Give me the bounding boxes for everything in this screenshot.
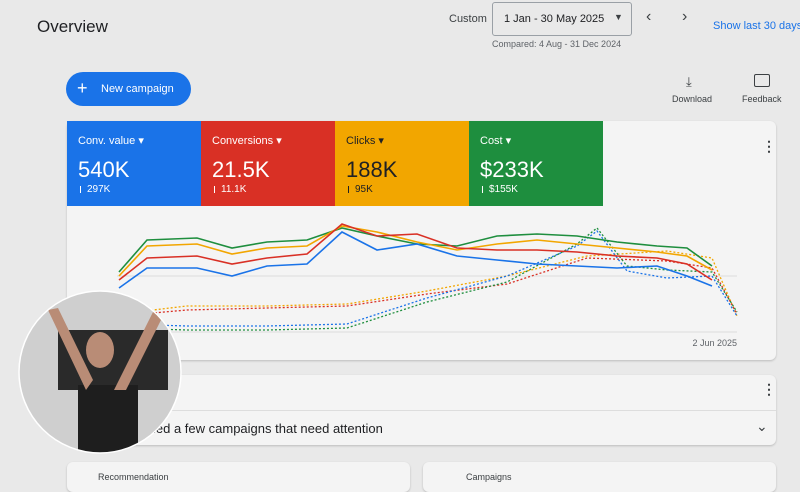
attention-row[interactable] — [67, 410, 776, 446]
download-label[interactable]: Download — [672, 94, 713, 104]
metric-value: $233K — [480, 157, 544, 182]
metric-tile[interactable]: Conversions ▾ 21.5K 11.1K — [201, 121, 335, 206]
compared: Compared: 4 Aug - 31 Dec 2024 — [492, 39, 622, 49]
more-menu[interactable]: ⋮ — [762, 138, 776, 154]
current-lines — [118, 223, 713, 289]
metric-label: Cost ▾ — [480, 135, 512, 147]
prev-button[interactable]: ‹ — [646, 8, 652, 25]
attention-text: ied a few campaigns that need attention — [153, 421, 383, 436]
range-label: Custom — [449, 13, 487, 25]
webcam-overlay — [18, 290, 182, 454]
metric-label: Conversions ▾ — [212, 135, 282, 147]
metric-previous: 95K — [346, 184, 373, 195]
dropdown-arrow: ▼ — [614, 12, 623, 22]
x-label: 2 Jun 2025 — [692, 338, 737, 348]
metric-value: 540K — [78, 157, 130, 182]
metric-label-text: Cost — [480, 135, 503, 147]
metric-previous: $155K — [480, 184, 518, 195]
card-title: Recommendation — [98, 472, 169, 482]
date-picker[interactable]: 1 Jan - 30 May 2025 ▼ — [492, 2, 632, 36]
metric-label-text: Conversions — [212, 135, 274, 147]
metric-tile[interactable]: Clicks ▾ 188K 95K — [335, 121, 469, 206]
metric-label: Clicks ▾ — [346, 135, 384, 147]
trend-chart: 2 Jun 2025 — [117, 223, 738, 348]
feedback-icon[interactable] — [754, 74, 770, 87]
plus-icon: + — [77, 78, 88, 98]
feedback-label[interactable]: Feedback — [742, 94, 782, 104]
new-campaign-label: New campaign — [101, 83, 174, 95]
metric-previous: 297K — [78, 184, 111, 195]
metric-value: 188K — [346, 157, 398, 182]
show-last-link[interactable]: Show last 30 days — [713, 20, 800, 32]
metric-label-text: Conv. value — [78, 135, 136, 147]
download-icon[interactable]: ⤓ — [686, 74, 692, 89]
metric-tile[interactable]: Cost ▾ $233K $155K — [469, 121, 603, 206]
metric-previous: 11.1K — [212, 184, 247, 195]
more-menu[interactable]: ⋮ — [762, 381, 776, 397]
card-title: Campaigns — [466, 472, 512, 482]
expand-chevron[interactable]: ⌄ — [756, 418, 768, 434]
metric-value: 21.5K — [212, 157, 270, 182]
new-campaign-button[interactable]: + New campaign — [66, 72, 191, 106]
metric-label-text: Clicks — [346, 135, 376, 147]
page: Overview Custom 1 Jan - 30 May 2025 ▼ Co… — [18, 2, 800, 492]
next-button[interactable]: › — [682, 8, 688, 25]
metric-label: Conv. value ▾ — [78, 135, 144, 147]
date-range: 1 Jan - 30 May 2025 — [504, 13, 605, 25]
metric-tile[interactable]: Conv. value ▾ 540K 297K — [67, 121, 201, 206]
comparison-lines — [118, 227, 738, 331]
title: Overview — [37, 17, 108, 36]
